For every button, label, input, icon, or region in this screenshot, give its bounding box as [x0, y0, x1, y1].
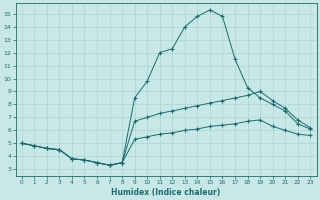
X-axis label: Humidex (Indice chaleur): Humidex (Indice chaleur)	[111, 188, 221, 197]
